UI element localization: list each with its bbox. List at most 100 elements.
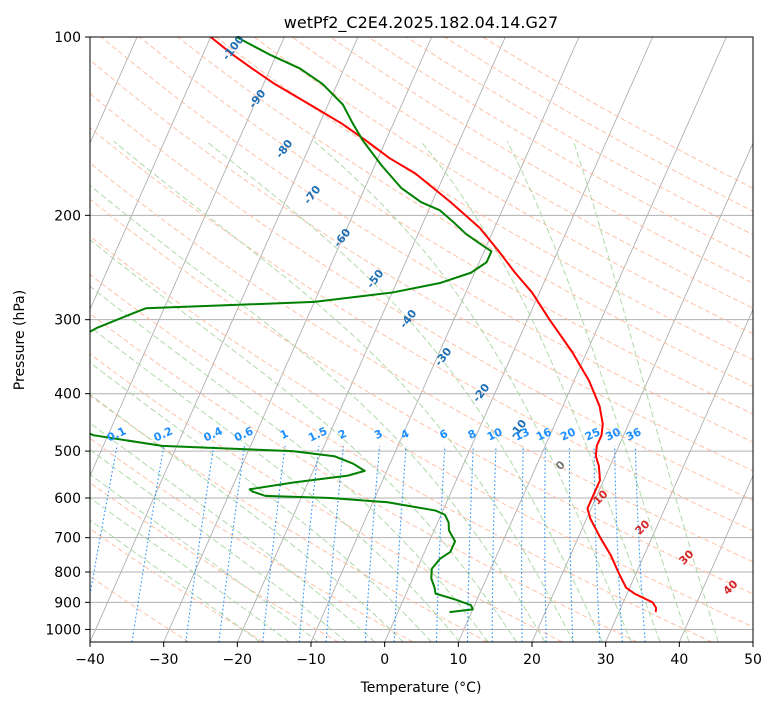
mixing-ratio-line — [262, 445, 286, 642]
mixing-ratio-line — [491, 445, 497, 642]
dry-adiabat-label: -50 — [364, 267, 387, 291]
x-axis: −40 −30 −20 −10 0 10 20 30 40 50 — [75, 642, 762, 668]
mixing-ratio-line — [90, 445, 118, 598]
x-tick-label: 10 — [449, 652, 467, 668]
isotherm-line — [678, 474, 753, 642]
moist-adiabat-line — [206, 140, 603, 642]
y-tick-label: 500 — [54, 444, 81, 460]
moist-adiabat-line — [90, 393, 404, 642]
mixing-ratio-line — [634, 445, 646, 642]
x-tick-label: 20 — [523, 652, 541, 668]
mixing-ratio-label: 6 — [437, 427, 450, 442]
mixing-ratio-line — [298, 445, 320, 642]
mixing-ratio-line — [393, 445, 407, 642]
moist-adiabat-line — [90, 184, 546, 642]
mixing-ratio-label: 36 — [624, 425, 644, 443]
dry-adiabat-line — [90, 353, 563, 642]
moist-adiabat-label: 30 — [677, 547, 697, 567]
dry-adiabat-line — [90, 162, 753, 563]
dry-adiabat-line — [90, 575, 190, 642]
y-tick-label: 1000 — [45, 622, 81, 638]
dry-adiabat-line — [90, 482, 339, 642]
dry-adiabat-line — [482, 37, 753, 189]
moist-adiabat-line — [90, 448, 347, 642]
isotherm-line — [90, 37, 212, 311]
moist-adiabat-line — [90, 285, 489, 642]
dry-adiabat-line — [253, 37, 753, 335]
y-tick-label: 900 — [54, 595, 81, 611]
dry-adiabat-line — [90, 437, 414, 642]
x-axis-label: Temperature (°C) — [360, 680, 482, 696]
x-tick-label: −10 — [296, 652, 326, 668]
moist-adiabat-label: 10 — [591, 487, 611, 507]
moist-adiabat-label: 0 — [553, 458, 568, 473]
isotherm-line — [531, 142, 753, 642]
dry-adiabat-line — [90, 198, 753, 595]
series-layer — [90, 37, 658, 614]
dry-adiabat-label: -70 — [301, 183, 324, 207]
dry-adiabat-label: -90 — [246, 87, 269, 111]
y-tick-label: 200 — [54, 208, 81, 224]
y-tick-label: 400 — [54, 387, 81, 403]
moist-adiabat-line — [573, 141, 719, 642]
mixing-ratio-line — [568, 445, 574, 642]
moist-adiabat-line — [90, 239, 517, 642]
y-tick-label: 300 — [54, 313, 81, 329]
mixing-ratio-line — [466, 445, 474, 642]
y-tick-label: 800 — [54, 565, 81, 581]
moist-adiabat-label: 20 — [633, 517, 653, 537]
x-tick-label: 40 — [670, 652, 688, 668]
isotherm-line — [0, 37, 63, 642]
isotherm-line — [163, 37, 433, 642]
isotherm-line — [752, 640, 753, 642]
mixing-ratio-label: 10 — [485, 425, 505, 443]
mixing-ratio-label: 0.2 — [152, 424, 175, 444]
x-tick-label: −40 — [75, 652, 105, 668]
isotherm-line — [90, 37, 359, 642]
mixing-ratio-label: 2 — [336, 427, 348, 442]
y-tick-label: 700 — [54, 531, 81, 547]
isotherm-line — [90, 37, 285, 477]
moist-adiabat-label: 40 — [721, 577, 741, 597]
isotherm-line — [605, 308, 753, 642]
dry-adiabat-line — [329, 37, 753, 284]
mixing-ratio-label: 13 — [512, 425, 531, 443]
mixing-ratio-label: 20 — [558, 425, 578, 443]
grid-layer — [0, 37, 753, 642]
dry-adiabat-line — [368, 37, 753, 260]
dry-adiabat-line — [444, 37, 753, 212]
mixing-ratio-line — [325, 445, 344, 642]
dry-adiabat-line — [90, 59, 753, 472]
y-tick-label: 100 — [54, 30, 81, 46]
dry-adiabat-label: -30 — [432, 345, 455, 369]
mixing-ratio-line — [185, 445, 215, 642]
x-tick-label: 50 — [744, 652, 762, 668]
mixing-ratio-label: 16 — [534, 425, 554, 443]
mixing-ratio-label: 1 — [278, 427, 290, 442]
line-label-layer: 0.1 0.2 0.4 0.6 1 1.5 2 3 4 6 8 10 13 16 20 25 30 36-100-… — [105, 33, 741, 598]
dry-adiabat-line — [90, 394, 488, 642]
dry-adiabat-label: -80 — [273, 137, 296, 161]
x-tick-label: 0 — [380, 652, 389, 668]
y-axis-label: Pressure (hPa) — [12, 290, 28, 390]
mixing-ratio-line — [131, 445, 165, 642]
mixing-ratio-label: 30 — [603, 425, 623, 443]
dry-adiabat-label: -20 — [470, 381, 493, 405]
mixing-ratio-label: 0.1 — [105, 424, 128, 444]
dry-adiabat-line — [139, 37, 753, 415]
moist-adiabat-line — [90, 473, 319, 642]
x-tick-label: −20 — [223, 652, 253, 668]
plot-frame — [89, 36, 754, 643]
x-tick-label: 30 — [597, 652, 615, 668]
y-tick-label: 600 — [54, 491, 81, 507]
isotherm-line — [457, 37, 727, 642]
moist-adiabat-line — [90, 519, 261, 642]
mixing-ratio-line — [521, 445, 524, 642]
mixing-ratio-label: 25 — [583, 425, 602, 443]
mixing-ratio-line — [435, 445, 446, 642]
temperature-profile-line — [210, 37, 658, 613]
mixing-ratio-line — [218, 445, 246, 642]
chart-title: wetPf2_C2E4.2025.182.04.14.G27 — [284, 13, 558, 33]
dry-adiabat-line — [90, 92, 753, 501]
mixing-ratio-label: 0.4 — [201, 424, 224, 444]
